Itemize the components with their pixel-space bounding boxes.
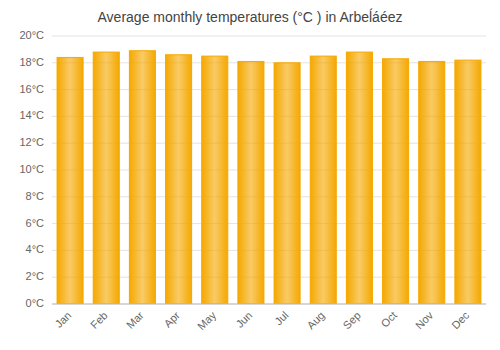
grid [52, 36, 486, 304]
x-tick-label: May [195, 309, 219, 333]
bar [455, 60, 481, 304]
grid-line [52, 36, 486, 37]
x-tick-label: Aug [304, 309, 326, 331]
bar [238, 61, 264, 304]
bar [202, 56, 228, 304]
x-tick-label: Apr [161, 309, 182, 330]
grid-line [52, 304, 486, 305]
chart-container: Average monthly temperatures (°C ) in Ar… [0, 0, 500, 350]
bar [93, 52, 119, 304]
y-tick-label: 10°C [19, 163, 44, 175]
y-tick-label: 4°C [26, 243, 45, 255]
y-tick-label: 20°C [19, 29, 44, 41]
y-axis: 0°C 2°C 4°C 6°C 8°C 10°C 12°C 14°C 16°C 18°C 20°C [19, 29, 44, 309]
x-tick-label: Dec [449, 309, 472, 332]
plot-area: 0°C 2°C 4°C 6°C 8°C 10°C 12°C 14°C 16°C 18°C 20°C J… [19, 29, 486, 332]
bar [346, 52, 372, 304]
y-tick-label: 18°C [19, 56, 44, 68]
x-tick-label: Feb [88, 309, 110, 331]
bar [166, 55, 192, 304]
x-tick-label: Nov [413, 309, 436, 332]
bar [310, 56, 336, 304]
x-tick-label: Jul [272, 309, 290, 327]
y-tick-label: 16°C [19, 83, 44, 95]
x-tick-label: Jun [233, 309, 254, 330]
y-tick-label: 8°C [26, 190, 45, 202]
bar [274, 63, 300, 304]
title: Average monthly temperatures (°C ) in Ar… [98, 8, 403, 25]
bars [57, 51, 481, 304]
x-axis-line [52, 304, 486, 305]
y-tick-label: 14°C [19, 109, 44, 121]
x-tick-label: Jan [53, 309, 74, 330]
chart: Average monthly temperatures (°C ) in Ar… [0, 0, 500, 350]
y-tick-label: 0°C [26, 297, 45, 309]
bar [129, 51, 155, 304]
y-tick-label: 12°C [19, 136, 44, 148]
x-tick-label: Oct [378, 309, 399, 330]
y-tick-label: 6°C [26, 217, 45, 229]
x-tick-label: Sep [341, 309, 363, 331]
bar [419, 61, 445, 304]
bar [383, 59, 409, 304]
bar [57, 57, 83, 304]
x-tick-label: Mar [124, 309, 146, 331]
x-axis: Jan Feb Mar Apr May Jun Jul Aug Sep Oct Nov Dec [53, 309, 472, 333]
y-tick-label: 2°C [26, 270, 45, 282]
